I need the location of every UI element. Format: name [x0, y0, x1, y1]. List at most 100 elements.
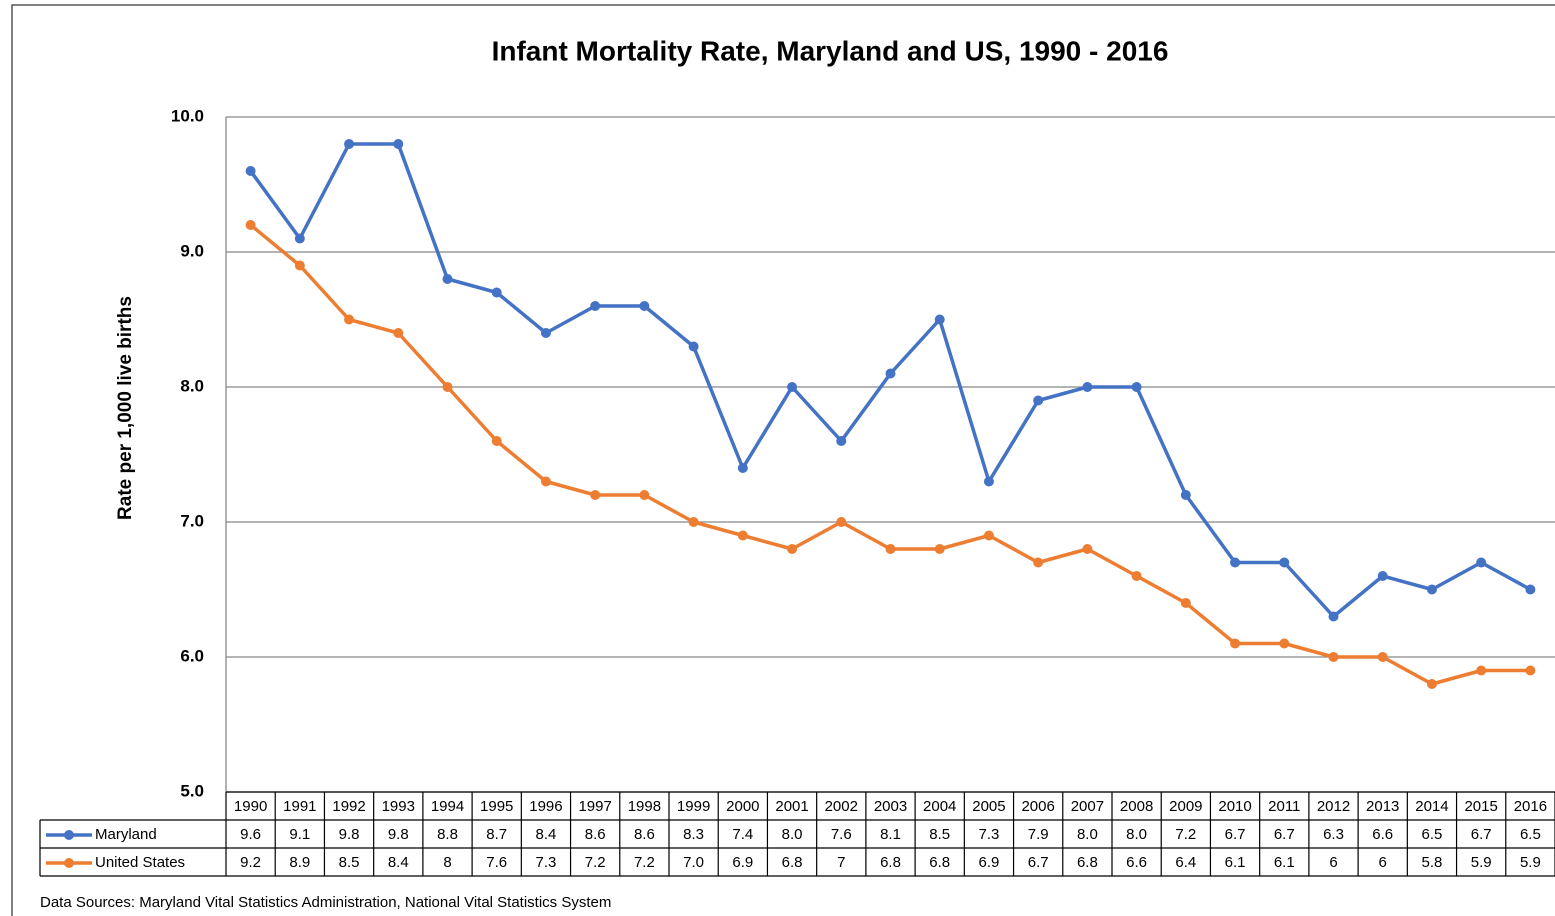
series-point: [1476, 665, 1487, 676]
data-label: 6.8: [1077, 854, 1098, 871]
data-label: 5.9: [1471, 854, 1492, 871]
series-point: [1180, 490, 1191, 500]
data-label: 9.1: [289, 826, 310, 843]
y-tick-label: 5.0: [180, 781, 204, 800]
data-label: 7.6: [831, 826, 852, 843]
series-point: [688, 517, 699, 527]
data-label: 6.7: [1225, 826, 1246, 843]
chart-title: Infant Mortality Rate, Maryland and US, …: [492, 35, 1169, 66]
legend-swatch-dot: [64, 858, 74, 868]
series-point: [1230, 638, 1241, 649]
series-point: [294, 233, 305, 244]
series-point: [294, 260, 305, 271]
series-point: [1476, 557, 1487, 568]
x-tick-label: 1990: [234, 798, 267, 815]
series-point: [344, 314, 355, 325]
legend-label: Maryland: [95, 826, 157, 843]
x-tick-label: 2002: [825, 798, 858, 815]
x-tick-label: 2014: [1415, 798, 1448, 815]
series-point: [491, 287, 502, 298]
x-tick-label: 2016: [1514, 798, 1547, 815]
series-point: [1180, 598, 1191, 608]
data-label: 6.8: [880, 854, 901, 871]
frame: [11, 4, 1555, 916]
data-label: 8.4: [388, 854, 409, 871]
data-label: 6.6: [1372, 826, 1393, 843]
x-tick-label: 2013: [1366, 798, 1399, 815]
x-tick-label: 1992: [332, 798, 365, 815]
series-point: [1377, 652, 1388, 662]
data-label: 7.2: [585, 854, 606, 871]
x-tick-label: 2008: [1120, 798, 1153, 815]
data-label: 6: [1379, 854, 1387, 871]
series-point: [442, 274, 453, 284]
data-label: 6.7: [1028, 854, 1049, 871]
series-point: [885, 544, 896, 554]
series-point: [737, 463, 748, 473]
series-point: [1033, 395, 1044, 406]
x-tick-label: 2011: [1268, 798, 1300, 815]
data-label: 8.0: [782, 826, 803, 843]
x-tick-label: 2003: [874, 798, 907, 815]
data-label: 6.9: [732, 854, 753, 871]
data-label: 7.2: [634, 854, 655, 871]
x-tick-label: 1995: [480, 798, 513, 815]
series-point: [1082, 544, 1093, 554]
data-label: 8.0: [1077, 826, 1098, 843]
series-point: [1525, 665, 1536, 676]
series-point: [639, 301, 650, 311]
series-point: [737, 530, 748, 541]
series-point: [1131, 571, 1142, 581]
data-label: 6.5: [1520, 826, 1541, 843]
series-point: [393, 139, 404, 149]
data-label: 8.8: [437, 826, 458, 843]
data-label: 9.8: [339, 826, 360, 843]
x-tick-label: 2007: [1071, 798, 1104, 815]
legend-swatch-dot: [64, 830, 74, 840]
y-axis-label: Rate per 1,000 live births: [115, 296, 136, 520]
data-label: 6.5: [1422, 826, 1443, 843]
y-tick-label: 9.0: [180, 241, 204, 260]
data-label: 8.6: [585, 826, 606, 843]
y-tick-label: 8.0: [180, 376, 204, 395]
x-tick-label: 2009: [1169, 798, 1202, 815]
series-point: [1426, 584, 1437, 595]
x-tick-label: 2004: [923, 798, 956, 815]
x-tick-label: 2010: [1218, 798, 1251, 815]
series-point: [787, 382, 798, 392]
data-label: 9.2: [240, 854, 261, 871]
series-point: [1426, 679, 1437, 689]
x-tick-label: 2015: [1464, 798, 1497, 815]
series-point: [540, 476, 551, 487]
series-point: [836, 517, 847, 527]
series-point: [1279, 557, 1290, 568]
series-point: [1525, 584, 1536, 595]
data-label: 6.6: [1126, 854, 1147, 871]
series-point: [639, 490, 650, 500]
data-label: 6.4: [1175, 854, 1196, 871]
x-tick-label: 1996: [529, 798, 562, 815]
data-label: 9.6: [240, 826, 261, 843]
data-label: 7.3: [979, 826, 1000, 843]
series-point: [1377, 571, 1388, 581]
x-tick-label: 1993: [382, 798, 415, 815]
data-label: 7: [837, 854, 845, 871]
data-label: 7.6: [486, 854, 507, 871]
series-point: [590, 301, 601, 311]
series-point: [590, 490, 601, 500]
x-tick-label: 1994: [431, 798, 464, 815]
data-label: 8.9: [289, 854, 310, 871]
x-tick-label: 2001: [775, 798, 808, 815]
y-tick-label: 10.0: [171, 106, 204, 125]
series-point: [983, 476, 994, 487]
data-label: 6: [1329, 854, 1337, 871]
series-point: [1279, 638, 1290, 649]
series-point: [688, 341, 699, 352]
x-tick-label: 1998: [628, 798, 661, 815]
data-label: 6.3: [1323, 826, 1344, 843]
data-label: 5.9: [1520, 854, 1541, 871]
data-label: 6.1: [1225, 854, 1246, 871]
series-point: [1082, 382, 1093, 392]
x-tick-label: 1997: [578, 798, 611, 815]
data-label: 8.5: [339, 854, 360, 871]
